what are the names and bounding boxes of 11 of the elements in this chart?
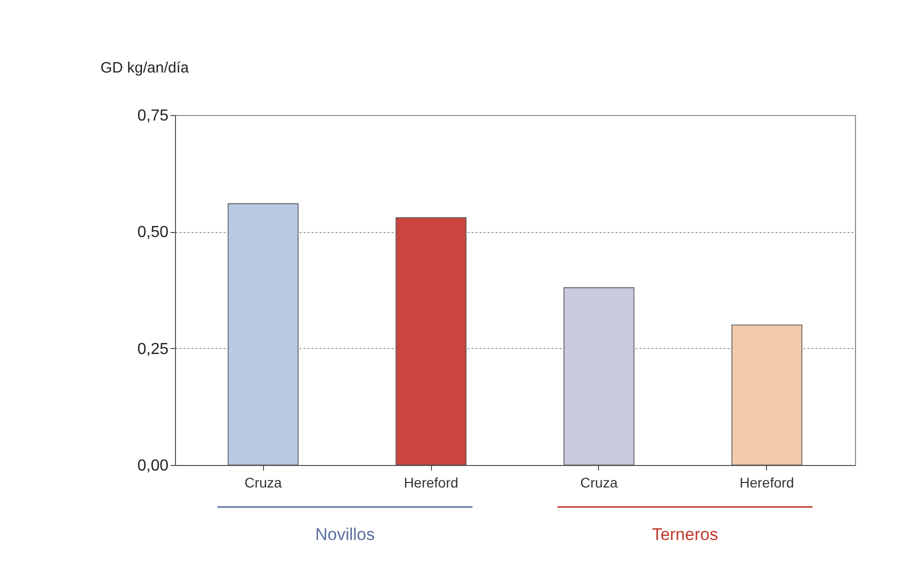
y-axis-title: GD kg/an/día — [100, 60, 190, 76]
text: Novillos — [315, 525, 375, 544]
y-tick-label: 0,75 — [137, 108, 169, 124]
y-tick-label: 0,50 — [137, 224, 169, 242]
y-tick-label: 0,25 — [137, 340, 169, 358]
x-tick-label: Cruza — [244, 474, 282, 490]
x-tick-label: Cruza — [580, 474, 618, 490]
x-tick-label: Hereford — [404, 474, 458, 490]
y-tick-label: 0,00 — [137, 458, 169, 474]
text: Terneros — [652, 525, 718, 544]
x-tick-label: Hereford — [740, 474, 794, 490]
